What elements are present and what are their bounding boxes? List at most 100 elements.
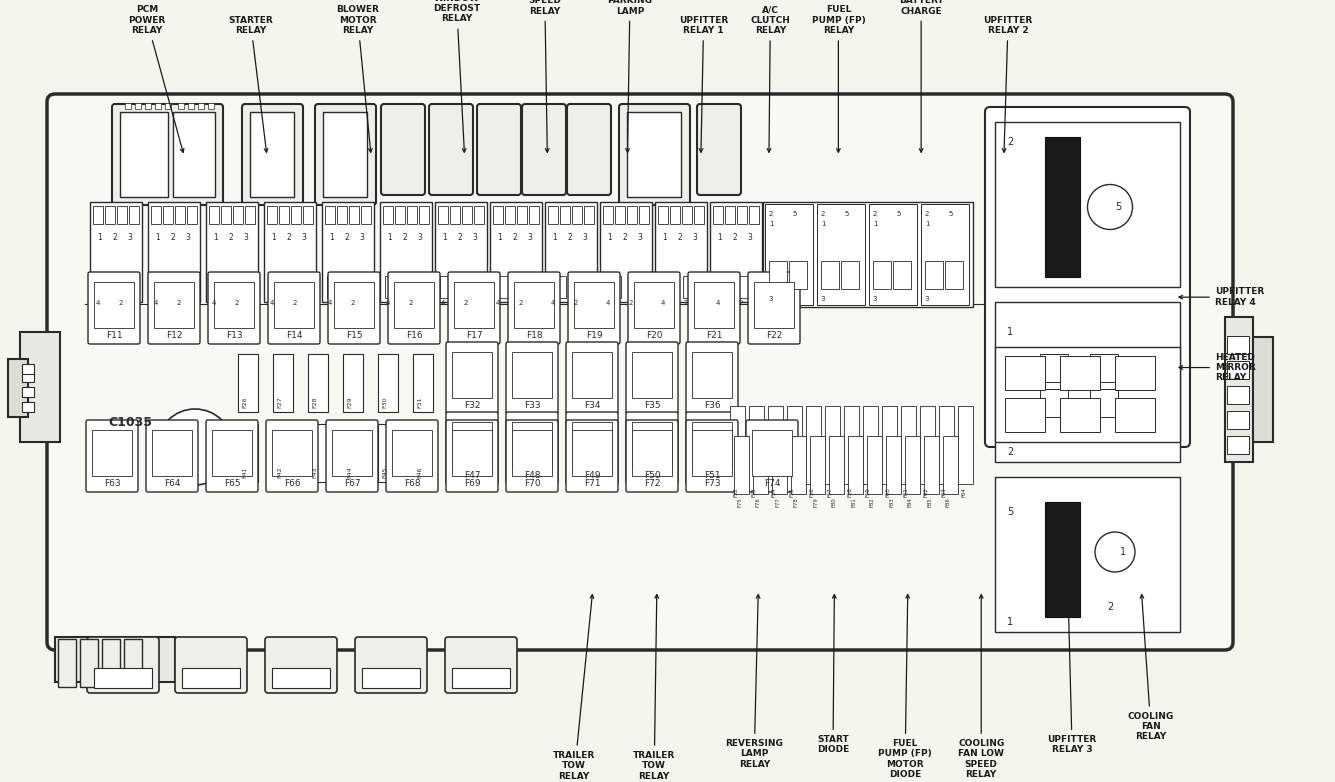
Text: 2: 2 bbox=[574, 300, 578, 306]
Text: F27: F27 bbox=[276, 396, 282, 408]
Text: F61: F61 bbox=[904, 487, 909, 497]
Text: 1: 1 bbox=[1120, 547, 1125, 557]
Bar bbox=[384, 276, 400, 298]
Bar bbox=[817, 204, 865, 305]
Text: HEATED
MIRROR
RELAY: HEATED MIRROR RELAY bbox=[1179, 353, 1256, 382]
FancyBboxPatch shape bbox=[567, 272, 619, 344]
Bar bbox=[571, 430, 611, 476]
Text: 1: 1 bbox=[718, 232, 722, 242]
Text: F43: F43 bbox=[312, 466, 316, 478]
Text: F59: F59 bbox=[866, 487, 870, 497]
Text: 3: 3 bbox=[243, 232, 248, 242]
Text: 5: 5 bbox=[897, 211, 901, 217]
Text: F16: F16 bbox=[406, 332, 422, 340]
Bar bbox=[93, 668, 152, 688]
Bar bbox=[939, 406, 955, 484]
Bar bbox=[125, 103, 131, 109]
Bar bbox=[120, 112, 168, 197]
Bar bbox=[246, 206, 255, 224]
Bar bbox=[730, 406, 745, 484]
Text: F20: F20 bbox=[646, 332, 662, 340]
Bar bbox=[419, 206, 429, 224]
Bar bbox=[146, 103, 151, 109]
Bar bbox=[409, 276, 425, 298]
Bar bbox=[517, 206, 527, 224]
Text: 3: 3 bbox=[925, 296, 929, 302]
Bar bbox=[514, 282, 554, 328]
Text: 1: 1 bbox=[156, 232, 160, 242]
Bar bbox=[392, 430, 433, 476]
Text: 4: 4 bbox=[96, 300, 100, 306]
Bar bbox=[1040, 354, 1068, 382]
Text: COOLING
FAN
HIGH
SPEED
RELAY: COOLING FAN HIGH SPEED RELAY bbox=[522, 0, 567, 152]
Bar bbox=[752, 430, 792, 476]
Text: F60: F60 bbox=[885, 487, 890, 497]
Bar bbox=[921, 204, 969, 305]
Text: 4: 4 bbox=[441, 300, 445, 306]
Text: 2: 2 bbox=[228, 232, 234, 242]
Bar bbox=[21, 372, 33, 382]
Bar bbox=[631, 422, 672, 468]
Text: F30: F30 bbox=[382, 396, 387, 408]
FancyBboxPatch shape bbox=[506, 342, 558, 414]
Bar bbox=[454, 282, 494, 328]
Text: 2: 2 bbox=[873, 211, 877, 217]
Bar bbox=[829, 436, 844, 494]
Bar bbox=[362, 668, 421, 688]
FancyBboxPatch shape bbox=[315, 104, 376, 205]
Bar bbox=[208, 103, 214, 109]
FancyBboxPatch shape bbox=[566, 420, 618, 492]
Text: TRAILER
TOW
RELAY
RIGHT
TURN: TRAILER TOW RELAY RIGHT TURN bbox=[633, 594, 676, 782]
Text: F84: F84 bbox=[908, 497, 913, 507]
Bar bbox=[692, 352, 732, 398]
Text: 2: 2 bbox=[519, 300, 523, 306]
Text: 1: 1 bbox=[821, 221, 825, 227]
Text: 1: 1 bbox=[97, 232, 103, 242]
Bar bbox=[573, 276, 589, 298]
Bar bbox=[332, 430, 372, 476]
FancyBboxPatch shape bbox=[146, 420, 198, 492]
Text: 2: 2 bbox=[235, 300, 239, 306]
Bar bbox=[513, 422, 551, 468]
Text: 2: 2 bbox=[171, 232, 175, 242]
FancyBboxPatch shape bbox=[148, 272, 200, 344]
Bar bbox=[659, 276, 676, 298]
Bar bbox=[631, 352, 672, 398]
Bar bbox=[383, 206, 392, 224]
Bar bbox=[238, 354, 258, 412]
Bar bbox=[495, 276, 511, 298]
Text: 3: 3 bbox=[748, 232, 753, 242]
Bar bbox=[323, 112, 367, 197]
FancyBboxPatch shape bbox=[626, 342, 678, 414]
Text: 2: 2 bbox=[292, 300, 298, 306]
Bar bbox=[182, 668, 240, 688]
Text: F35: F35 bbox=[643, 401, 661, 411]
FancyBboxPatch shape bbox=[87, 637, 159, 693]
Bar bbox=[350, 276, 366, 298]
Bar bbox=[148, 202, 200, 302]
Text: 1: 1 bbox=[662, 232, 668, 242]
Text: F67: F67 bbox=[343, 479, 360, 489]
Bar bbox=[187, 206, 198, 224]
FancyBboxPatch shape bbox=[328, 272, 380, 344]
Bar bbox=[308, 354, 328, 412]
Bar bbox=[1254, 337, 1274, 442]
Text: 1: 1 bbox=[330, 232, 334, 242]
Bar bbox=[395, 206, 405, 224]
FancyBboxPatch shape bbox=[509, 272, 559, 344]
Text: F31: F31 bbox=[417, 396, 422, 408]
Bar bbox=[615, 206, 625, 224]
FancyBboxPatch shape bbox=[748, 272, 800, 344]
Text: 4: 4 bbox=[606, 300, 610, 306]
Bar bbox=[21, 387, 33, 397]
Bar bbox=[749, 206, 760, 224]
Bar bbox=[893, 261, 910, 289]
Text: 4: 4 bbox=[716, 300, 720, 306]
Text: 3: 3 bbox=[769, 296, 773, 302]
Text: F72: F72 bbox=[643, 479, 661, 489]
Bar bbox=[924, 436, 939, 494]
FancyBboxPatch shape bbox=[566, 412, 618, 484]
FancyBboxPatch shape bbox=[506, 412, 558, 484]
Text: F55: F55 bbox=[790, 487, 796, 497]
FancyBboxPatch shape bbox=[266, 637, 336, 693]
